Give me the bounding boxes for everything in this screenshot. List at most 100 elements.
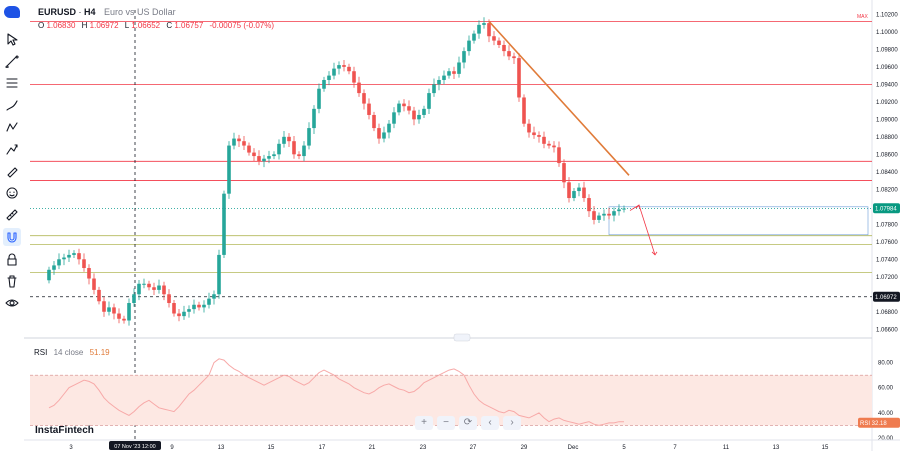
candle-body [137, 283, 141, 295]
lock-icon[interactable] [3, 250, 21, 268]
candle-body [332, 68, 336, 76]
candle-body [212, 294, 216, 299]
crosshair-price-tag-text: 1.06972 [875, 295, 897, 301]
drawing-toolbar [0, 0, 25, 451]
candle-body [197, 304, 201, 308]
candle-body [367, 103, 371, 115]
candle-body [402, 103, 406, 107]
candle-body [347, 66, 351, 72]
candle-body [377, 128, 381, 139]
candle-body [412, 110, 416, 120]
arrow-head-icon [651, 251, 658, 256]
candle-body [272, 154, 276, 157]
candle-body [317, 88, 321, 109]
candle-body [357, 82, 361, 94]
candle-body [297, 154, 301, 157]
scroll-right-icon[interactable]: › [503, 416, 521, 430]
trash-icon[interactable] [3, 272, 21, 290]
price-tick-label: 1.09000 [876, 117, 898, 123]
price-tick-label: 1.08600 [876, 152, 898, 158]
candle-body [302, 145, 306, 157]
candle-body [122, 318, 126, 321]
candle-body [467, 40, 471, 52]
candle-body [447, 71, 451, 76]
candle-body [307, 128, 311, 146]
max-marker: MAX [857, 14, 868, 20]
price-tick-label: 1.09400 [876, 82, 898, 88]
candle-body [482, 23, 486, 25]
fib-icon[interactable] [3, 74, 21, 92]
candle-body [457, 62, 461, 74]
candle-body [132, 294, 136, 304]
candle-body [217, 254, 221, 295]
candle-body [432, 84, 436, 94]
candle-body [262, 158, 266, 162]
candle-body [492, 36, 496, 41]
magnet-icon[interactable] [3, 228, 21, 246]
forecast-icon[interactable] [3, 140, 21, 158]
zoom-out-button[interactable]: − [437, 416, 455, 430]
candle-body [52, 265, 56, 270]
price-tick-label: 1.07400 [876, 257, 898, 263]
crosshair-price-tag [873, 291, 900, 302]
candle-body [542, 136, 546, 144]
candle-body [167, 294, 171, 304]
time-tick-label: 3 [69, 445, 73, 451]
trend-line-icon[interactable] [3, 52, 21, 70]
candle-body [257, 156, 261, 162]
candle-body [67, 254, 71, 258]
candle-body [477, 24, 481, 34]
rsi-legend: RSI 14 close 51.19 [34, 348, 110, 357]
candle-body [562, 163, 566, 183]
scroll-left-icon[interactable]: ‹ [481, 416, 499, 430]
rsi-tick-label: 20.00 [878, 436, 894, 442]
candle-body [487, 23, 491, 37]
close-value: 1.06757 [174, 21, 204, 30]
candle-body [407, 106, 411, 111]
candle-body [512, 56, 516, 59]
eye-icon[interactable] [3, 294, 21, 312]
price-tick-label: 1.07800 [876, 222, 898, 228]
candle-body [97, 289, 101, 302]
candle-body [187, 309, 191, 312]
rsi-tick-label: 80.00 [878, 361, 894, 367]
price-tick-label: 1.10000 [876, 30, 898, 36]
zoom-in-button[interactable]: + [415, 416, 433, 430]
low-value: 1.06652 [131, 21, 161, 30]
candle-body [517, 58, 521, 98]
candle-body [502, 44, 506, 52]
candle-body [47, 269, 51, 281]
price-tick-label: 1.08800 [876, 135, 898, 141]
cursor-icon[interactable] [3, 30, 21, 48]
time-tick-label: 23 [420, 445, 427, 451]
candle-body [537, 135, 541, 137]
candle-body [192, 304, 196, 310]
price-tick-label: 1.10200 [876, 12, 898, 18]
ruler-icon[interactable] [3, 206, 21, 224]
time-tick-label: 7 [673, 445, 677, 451]
price-tick-label: 1.09200 [876, 100, 898, 106]
candle-body [172, 303, 176, 314]
reset-icon[interactable]: ⟳ [459, 416, 477, 430]
logo-icon[interactable] [4, 6, 20, 18]
candle-body [287, 136, 291, 142]
watermark: InstaFintech [35, 425, 94, 436]
candle-body [242, 141, 246, 146]
candle-body [82, 259, 86, 269]
candle-body [597, 215, 601, 220]
emoji-icon[interactable] [3, 184, 21, 202]
time-tick-label: 5 [622, 445, 626, 451]
pen-icon[interactable] [3, 162, 21, 180]
pattern-icon[interactable] [3, 118, 21, 136]
candle-body [417, 114, 421, 120]
rsi-value-tag-text: RSI 32.18 [860, 421, 887, 427]
brush-icon[interactable] [3, 96, 21, 114]
candle-body [427, 93, 431, 109]
candle-body [602, 213, 606, 216]
candle-body [62, 257, 66, 260]
chart-canvas[interactable]: 1.10200 1.10000 1.09800 1.09600 1.09400 1.092… [24, 0, 900, 451]
rsi-name: RSI [34, 348, 48, 357]
time-tick-label: 15 [268, 445, 275, 451]
symbol: EURUSD [38, 7, 77, 17]
candle-body [227, 145, 231, 194]
